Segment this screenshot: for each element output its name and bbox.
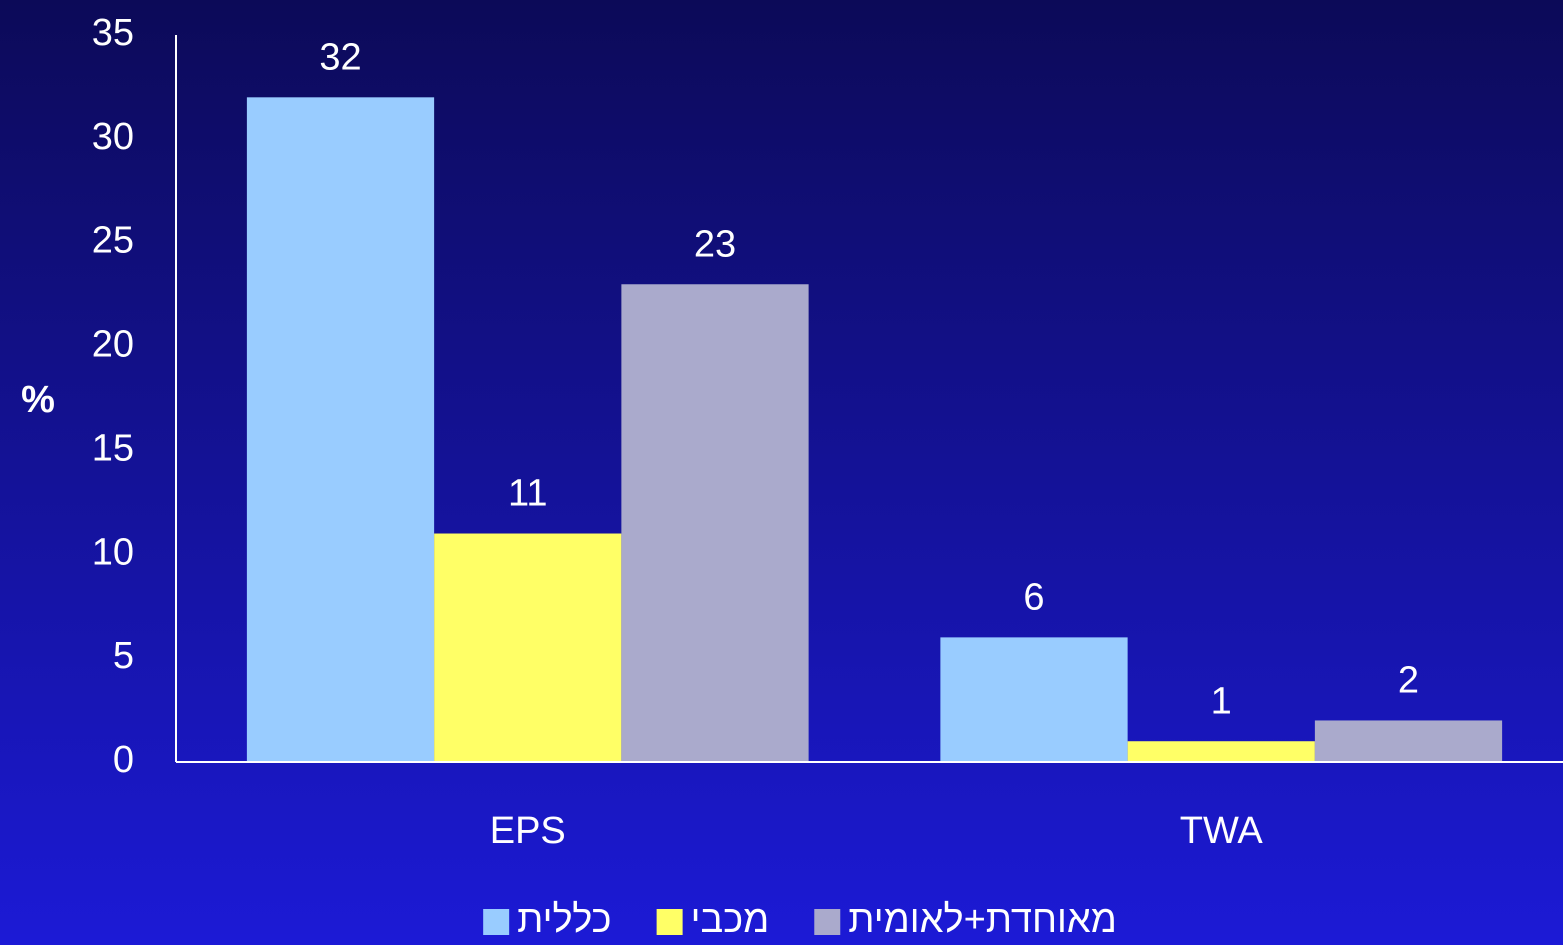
legend-swatch	[814, 909, 841, 935]
x-tick-label: TWA	[1180, 810, 1264, 852]
y-tick-label: 10	[92, 531, 134, 573]
bar	[940, 637, 1128, 762]
y-tick-label: 30	[92, 116, 134, 158]
y-tick-label: 15	[92, 427, 134, 469]
legend-label: כללית	[517, 899, 611, 941]
legend-swatch	[483, 909, 510, 935]
y-tick-label: 5	[113, 635, 134, 677]
legend-swatch	[656, 909, 683, 935]
y-tick-label: 0	[113, 739, 134, 781]
bar	[246, 97, 435, 763]
y-tick-label: 25	[92, 220, 134, 262]
bar	[434, 533, 622, 762]
x-tick-label: EPS	[490, 810, 566, 852]
legend-label: מכבי	[691, 899, 770, 941]
bar	[621, 284, 809, 762]
bar	[1127, 741, 1315, 762]
data-label: 11	[508, 473, 547, 515]
y-axis-label: %	[21, 379, 55, 421]
legend-label: מאוחדת+לאומית	[848, 899, 1117, 941]
data-label: 1	[1211, 680, 1232, 722]
data-label: 23	[694, 223, 736, 265]
data-label: 2	[1398, 659, 1419, 701]
y-tick-label: 20	[92, 324, 134, 366]
data-label: 32	[319, 36, 361, 78]
data-label: 6	[1023, 576, 1044, 618]
bar	[1314, 720, 1503, 762]
y-tick-label: 35	[92, 12, 134, 54]
